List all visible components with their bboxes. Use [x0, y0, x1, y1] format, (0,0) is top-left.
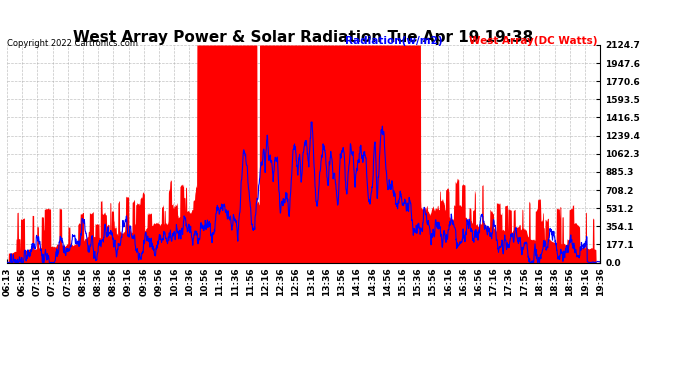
Title: West Array Power & Solar Radiation Tue Apr 19 19:38: West Array Power & Solar Radiation Tue A…: [73, 30, 534, 45]
Text: Copyright 2022 Cartronics.com: Copyright 2022 Cartronics.com: [7, 39, 138, 48]
Text: West Array(DC Watts): West Array(DC Watts): [469, 36, 598, 46]
Text: Radiation(w/m2): Radiation(w/m2): [345, 36, 442, 46]
